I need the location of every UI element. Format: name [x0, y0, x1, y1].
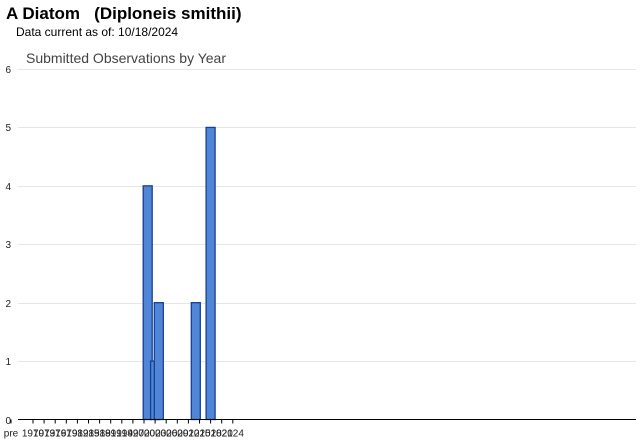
y-tick-label: 2	[5, 299, 11, 310]
x-tick-label: 1991	[100, 429, 123, 440]
x-tick-label: 2018	[199, 429, 222, 440]
x-tick-label: 1994	[111, 429, 134, 440]
y-axis-ticks: 0 1 2 3 4 5 6	[5, 65, 11, 427]
bar-2004	[153, 302, 164, 421]
x-tick-label: 2003	[144, 429, 167, 440]
page-title: A Diatom (Diploneis smithii)	[6, 4, 242, 23]
x-axis-ticks: pre 1970197319761979198219851988199119941…	[4, 419, 245, 440]
y-tick-label: 5	[5, 123, 11, 134]
gridlines	[18, 69, 636, 362]
x-tick-label: 1985	[77, 429, 100, 440]
x-tick-label: 2021	[211, 429, 234, 440]
x-tick-label: 2015	[188, 429, 211, 440]
data-date-subtitle: Data current as of: 10/18/2024	[16, 25, 179, 39]
y-tick-label: 1	[5, 357, 11, 368]
chart-title: Submitted Observations by Year	[26, 50, 226, 66]
x-tick-label: 1982	[66, 429, 89, 440]
bar-2018	[205, 126, 216, 421]
x-tick-label: 1970	[22, 429, 45, 440]
x-tick-label: 2024	[222, 429, 245, 440]
x-tick-label: 1997	[122, 429, 145, 440]
bars	[142, 126, 216, 421]
y-tick-label: 0	[5, 416, 11, 427]
bar-2014	[190, 302, 201, 421]
x-tick-label: 1973	[33, 429, 56, 440]
x-tick-label: 2012	[177, 429, 200, 440]
x-tick-label: 1979	[55, 429, 78, 440]
x-tick-label: 2009	[166, 429, 189, 440]
x-tick-label: 1976	[44, 429, 67, 440]
x-tick-label: 2006	[155, 429, 178, 440]
x-tick-label: 2000	[133, 429, 156, 440]
x-tick-label: pre	[4, 429, 19, 440]
y-tick-label: 6	[5, 65, 11, 76]
x-tick-label: 1988	[88, 429, 111, 440]
y-tick-label: 3	[5, 240, 11, 251]
y-tick-label: 4	[5, 182, 11, 193]
